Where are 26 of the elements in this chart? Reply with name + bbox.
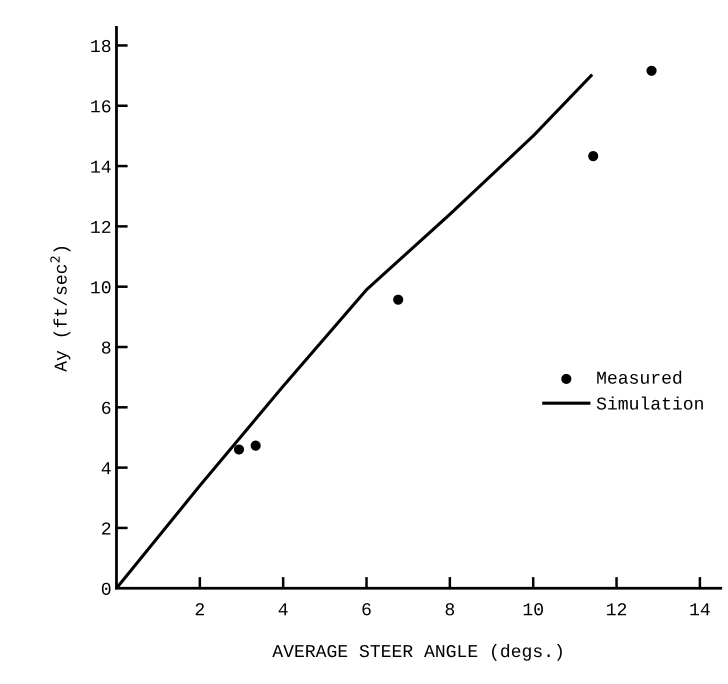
- y-tick-label: 6: [102, 402, 110, 414]
- point: [234, 444, 244, 455]
- point: [250, 440, 261, 451]
- y-tick-label: 0: [102, 582, 111, 595]
- legend-label: Measured: [597, 370, 682, 384]
- x-tick-label: 12: [607, 603, 626, 616]
- point: [646, 66, 657, 76]
- y-tick-label: 4: [102, 462, 111, 474]
- y-tick-label: 10: [91, 281, 111, 294]
- x-axis-title: AVERAGE STEER ANGLE (degs.): [272, 644, 562, 661]
- x-tick-label: 10: [524, 603, 543, 616]
- x-tick-label: 14: [690, 603, 710, 616]
- x-tick-label: 6: [362, 603, 371, 616]
- point: [588, 151, 598, 162]
- y-tick-label: 12: [91, 220, 110, 233]
- point: [393, 294, 404, 305]
- y-tick-label: 18: [91, 40, 110, 52]
- x-tick-label: 2: [196, 603, 204, 616]
- y-tick-label: 2: [102, 522, 110, 534]
- y-axis-title: Ay (ft/sec$^{2}$): [50, 246, 70, 372]
- x-tick-label: 4: [278, 603, 288, 616]
- y-tick-label: 14: [91, 160, 111, 173]
- y-tick-label: 16: [91, 100, 110, 112]
- x-tick-label: 8: [446, 603, 454, 616]
- legend-label: Simulation: [596, 396, 703, 410]
- y-tick-label: 8: [102, 341, 110, 354]
